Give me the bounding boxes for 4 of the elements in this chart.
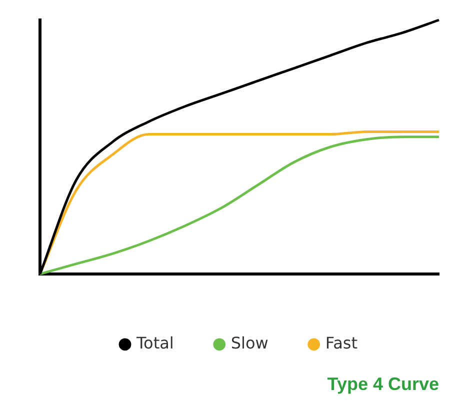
text: Type 4 Curve <box>327 374 439 394</box>
legend-label: Slow <box>230 334 268 353</box>
legend-label: Total <box>136 334 174 353</box>
legend-label: Fast <box>325 334 358 353</box>
